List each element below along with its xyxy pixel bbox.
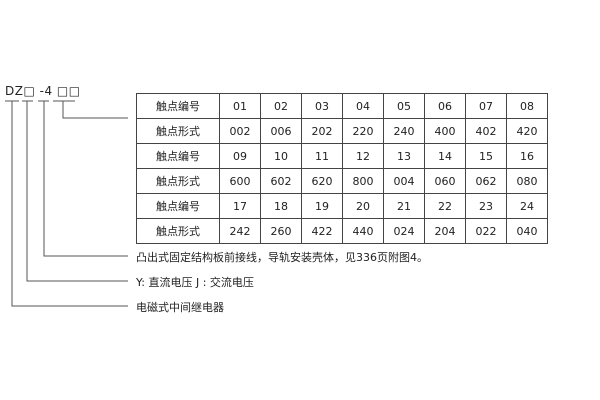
table-cell: 422 [301,218,343,244]
contact-table: 触点编号 01 02 03 04 05 06 07 08 触点形式 002 006 202 220 240 4… [136,93,548,244]
row-header: 触点形式 [136,218,220,244]
table-cell: 07 [465,93,507,119]
table-cell: 19 [301,193,343,219]
table-row: 触点形式 002 006 202 220 240 400 402 420 [136,118,548,144]
table-cell: 05 [383,93,425,119]
table-cell: 240 [383,118,425,144]
table-cell: 10 [260,143,302,169]
table-cell: 024 [383,218,425,244]
table-cell: 03 [301,93,343,119]
table-cell: 204 [424,218,466,244]
table-cell: 15 [465,143,507,169]
table-cell: 242 [219,218,261,244]
table-cell: 04 [342,93,384,119]
model-code: DZ□ -4 □□ [5,84,81,98]
table-cell: 004 [383,168,425,194]
table-row: 触点编号 01 02 03 04 05 06 07 08 [136,93,548,119]
table-cell: 14 [424,143,466,169]
table-cell: 402 [465,118,507,144]
table-cell: 440 [342,218,384,244]
table-cell: 17 [219,193,261,219]
table-row: 触点形式 242 260 422 440 024 204 022 040 [136,218,548,244]
table-cell: 060 [424,168,466,194]
table-cell: 06 [424,93,466,119]
table-cell: 002 [219,118,261,144]
leader-structure [43,101,128,257]
table-cell: 620 [301,168,343,194]
table-cell: 09 [219,143,261,169]
table-cell: 080 [506,168,548,194]
table-cell: 800 [342,168,384,194]
table-cell: 24 [506,193,548,219]
row-header: 触点编号 [136,93,220,119]
desc-structure: 凸出式固定结构板前接线，导轨安装壳体，见336页附图4。 [136,251,428,264]
table-cell: 01 [219,93,261,119]
table-cell: 21 [383,193,425,219]
leader-contact [62,101,128,119]
row-header: 触点编号 [136,193,220,219]
table-cell: 23 [465,193,507,219]
row-header: 触点编号 [136,143,220,169]
table-cell: 040 [506,218,548,244]
table-cell: 062 [465,168,507,194]
table-cell: 13 [383,143,425,169]
row-header: 触点形式 [136,118,220,144]
row-header: 触点形式 [136,168,220,194]
table-cell: 600 [219,168,261,194]
leader-voltage [26,101,128,282]
table-row: 触点编号 09 10 11 12 13 14 15 16 [136,143,548,169]
table-cell: 12 [342,143,384,169]
table-cell: 602 [260,168,302,194]
leader-relay [11,101,128,307]
table-cell: 260 [260,218,302,244]
table-cell: 420 [506,118,548,144]
table-cell: 02 [260,93,302,119]
table-row: 触点形式 600 602 620 800 004 060 062 080 [136,168,548,194]
table-cell: 18 [260,193,302,219]
table-cell: 08 [506,93,548,119]
table-cell: 400 [424,118,466,144]
table-cell: 11 [301,143,343,169]
table-cell: 006 [260,118,302,144]
table-cell: 202 [301,118,343,144]
table-row: 触点编号 17 18 19 20 21 22 23 24 [136,193,548,219]
desc-relay: 电磁式中间继电器 [136,301,224,314]
table-cell: 022 [465,218,507,244]
table-cell: 220 [342,118,384,144]
table-cell: 20 [342,193,384,219]
desc-voltage: Y: 直流电压 J : 交流电压 [136,276,254,289]
table-cell: 16 [506,143,548,169]
table-cell: 22 [424,193,466,219]
